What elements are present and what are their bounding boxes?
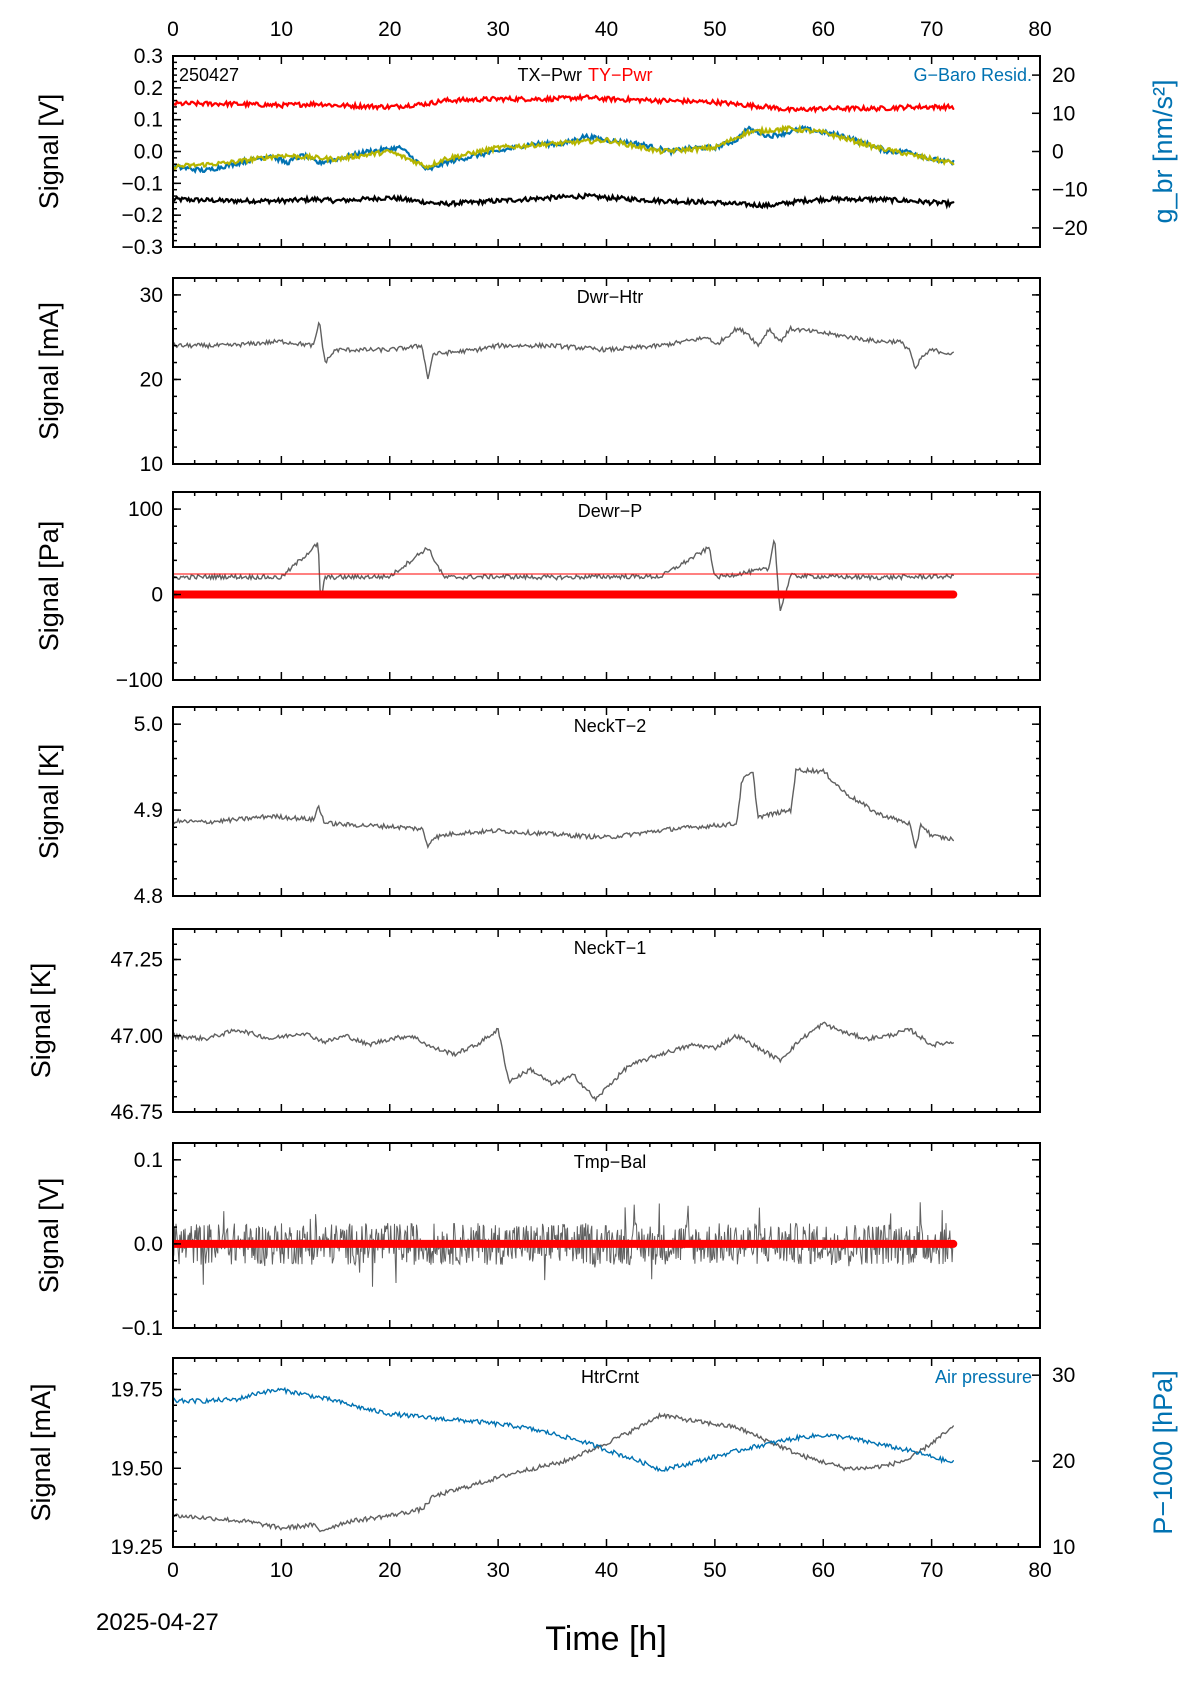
y-axis-label: Signal [V] (34, 94, 64, 210)
panel-title-left: TX−Pwr (517, 65, 582, 85)
series-line-neckt-2 (173, 766, 954, 850)
series-line-g-baro-resid- (173, 124, 955, 175)
y-axis-label: Signal [Pa] (34, 521, 64, 652)
panel-title: HtrCrnt (581, 1367, 639, 1387)
y2-tick-label: −10 (1052, 179, 1088, 202)
panel-dwrhtr: 30 20 10 Signal [mA] Dwr−Htr (34, 277, 1041, 476)
x-tick-label: 80 (1028, 1559, 1051, 1582)
y2-axis-label: P−1000 [hPa] (1148, 1370, 1178, 1534)
y-tick-label: −0.2 (122, 204, 163, 227)
y-tick-label: 46.75 (110, 1101, 163, 1124)
y-tick-label: 10 (140, 453, 163, 476)
series-line-neckt-1 (173, 1021, 954, 1103)
y-tick-label: 5.0 (134, 713, 163, 736)
y-tick-label: −0.3 (122, 236, 163, 259)
panel-title: Dwr−Htr (577, 287, 644, 307)
top-x-tick-label: 80 (1028, 18, 1051, 41)
panel-right-title: Air pressure (935, 1367, 1032, 1387)
series-layer (173, 92, 955, 210)
panel-title: Tmp−Bal (574, 1152, 647, 1172)
y2-axis-label: g_br [nm/s²] (1148, 79, 1178, 223)
y-tick-label: −0.1 (122, 1317, 163, 1340)
y2-tick-label: 0 (1052, 141, 1064, 164)
y-tick-label: 19.25 (110, 1536, 163, 1559)
series-layer (173, 321, 954, 380)
panel-title: NeckT−2 (574, 716, 647, 736)
panel-htrcrnt: 19.75 19.50 19.25 30 20 10 P−1000 [hPa] Signal … (26, 1357, 1178, 1559)
date-label: 2025-04-27 (96, 1609, 219, 1636)
panel-neckt1: 47.25 47.00 46.75 Signal [K] NeckT−1 (26, 928, 1041, 1124)
y-tick-label: 19.50 (110, 1457, 163, 1480)
panel-tmpbal: 0.1 0.0 −0.1 Signal [V] Tmp−Bal (34, 1142, 1041, 1340)
panel-right-title: G−Baro Resid. (913, 65, 1032, 85)
series-layer (173, 1021, 954, 1103)
top-x-tick-label: 20 (378, 18, 401, 41)
y-tick-label: 0 (151, 584, 163, 607)
y-axis-label: Signal [V] (34, 1178, 64, 1294)
top-x-tick-label: 70 (920, 18, 943, 41)
y-tick-label: −100 (116, 669, 163, 692)
series-line-aux-3 (173, 124, 955, 171)
y-tick-label: 0.0 (134, 141, 163, 164)
series-layer (173, 766, 954, 850)
y-tick-label: 100 (128, 498, 163, 521)
y-axis-label: Signal [K] (34, 744, 64, 860)
y2-tick-label: 30 (1052, 1364, 1075, 1387)
y-tick-label: 47.00 (110, 1025, 163, 1048)
y-tick-label: 0.1 (134, 1149, 163, 1172)
y-tick-label: 0.3 (134, 45, 163, 68)
y2-tick-label: 10 (1052, 1536, 1075, 1559)
panel-dewrp: 100 0 −100 Signal [Pa] Dewr−P (34, 491, 1041, 692)
top-x-tick-label: 10 (270, 18, 293, 41)
x-tick-label: 30 (486, 1559, 509, 1582)
x-tick-label: 10 (270, 1559, 293, 1582)
series-line-dwr-htr (173, 321, 954, 380)
series-line-dewr-p (173, 538, 954, 611)
x-tick-label: 50 (703, 1559, 726, 1582)
x-tick-label: 40 (595, 1559, 618, 1582)
panel-title-right: TY−Pwr (588, 65, 653, 85)
panel-title: Dewr−P (578, 501, 643, 521)
y-tick-label: 0.1 (134, 109, 163, 132)
y-tick-label: −0.1 (122, 172, 163, 195)
panel-tag: 250427 (179, 65, 239, 85)
panels-layer: 0.30.20.10.0−0.1−0.2−0.320100−10−20g_br … (26, 18, 1178, 1582)
top-x-tick-label: 60 (812, 18, 835, 41)
x-tick-label: 0 (167, 1559, 179, 1582)
series-layer (173, 1202, 958, 1287)
series-line-htrcrnt (173, 1412, 954, 1533)
y-tick-label: 20 (140, 368, 163, 391)
y-axis-label: Signal [K] (26, 963, 56, 1079)
series-line-ty-pwr (173, 92, 955, 114)
y-tick-label: 4.8 (134, 885, 163, 908)
panel-title: NeckT−1 (574, 938, 647, 958)
y2-tick-label: 20 (1052, 1450, 1075, 1473)
series-line-air-pressure (173, 1386, 954, 1473)
y-tick-label: 30 (140, 284, 163, 307)
top-x-tick-label: 40 (595, 18, 618, 41)
top-x-tick-label: 30 (486, 18, 509, 41)
series-layer (173, 538, 1040, 611)
x-tick-label: 20 (378, 1559, 401, 1582)
top-x-tick-label: 0 (167, 18, 179, 41)
y2-tick-label: 10 (1052, 102, 1075, 125)
y2-tick-label: 20 (1052, 64, 1075, 87)
series-line-tx-pwr (173, 192, 955, 210)
y-tick-label: 0.0 (134, 1233, 163, 1256)
y-tick-label: 4.9 (134, 799, 163, 822)
top-x-tick-label: 50 (703, 18, 726, 41)
x-tick-label: 60 (812, 1559, 835, 1582)
x-axis-label: Time [h] (545, 1620, 667, 1658)
x-tick-label: 70 (920, 1559, 943, 1582)
y-axis-label: Signal [mA] (34, 302, 64, 440)
y-axis-label: Signal [mA] (26, 1383, 56, 1521)
series-layer (173, 1386, 954, 1533)
panel-pwr: 0.3 0.2 0.1 0.0 −0.1 −0.2 −0.3 20 10 0 −10 −20 g_br … (34, 45, 1178, 259)
panel-neckt2: 5.0 4.9 4.8 Signal [K] NeckT−2 (34, 706, 1041, 908)
y2-tick-label: −20 (1052, 217, 1088, 240)
y-tick-label: 0.2 (134, 77, 163, 100)
y-tick-label: 47.25 (110, 949, 163, 972)
y-tick-label: 19.75 (110, 1379, 163, 1402)
